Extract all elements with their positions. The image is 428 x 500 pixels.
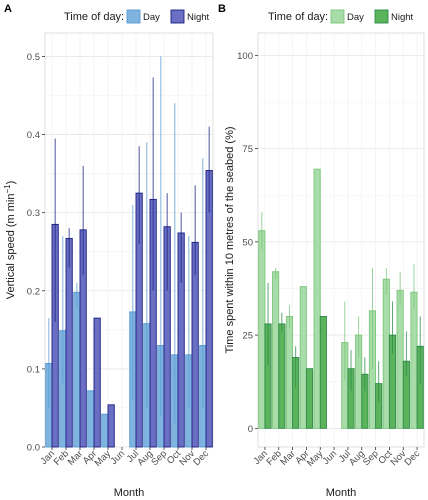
panel-B: 0255075100JanFebMarAprMayJunJulAugSepOct…: [218, 3, 425, 499]
y-tick-label: 0.4: [27, 130, 40, 141]
bar-night-feb: [278, 323, 286, 429]
legend-swatch-day: [330, 9, 345, 24]
bar-night-apr: [305, 368, 314, 429]
y-tick-label: 100: [237, 51, 253, 62]
legend-swatch-night: [170, 9, 185, 24]
y-tick-label: 0.5: [27, 52, 40, 63]
bar-night-feb: [65, 237, 73, 448]
legend-label-day: Day: [347, 12, 364, 23]
bar-night-apr: [93, 317, 101, 448]
panel-label: A: [4, 3, 12, 15]
y-tick-label: 50: [242, 237, 253, 248]
legend: Time of day: Day Night: [268, 9, 414, 24]
legend-title: Time of day:: [64, 11, 124, 23]
y-tick-label: 0: [248, 424, 253, 435]
bar-day-oct: [382, 278, 390, 429]
x-axis-title: Month: [326, 487, 357, 499]
series-night: [264, 282, 424, 429]
y-tick-label: 0.2: [27, 286, 40, 297]
legend: Time of day: Day Night: [64, 9, 210, 24]
y-tick-label: 0.0: [27, 443, 40, 454]
x-tick-label: Dec: [191, 448, 211, 468]
x-axis-title: Month: [114, 487, 145, 499]
legend-swatch-day: [126, 9, 141, 24]
plot-background: [44, 32, 214, 448]
bar-day-jan: [258, 230, 266, 429]
y-tick-label: 0.3: [27, 208, 40, 219]
y-axis-title-close: ): [5, 181, 17, 185]
y-tick-label: 75: [242, 144, 253, 155]
bar-day-may: [101, 413, 109, 448]
series-night: [51, 77, 213, 448]
bar-day-nov: [396, 289, 404, 429]
x-tick-label: Dec: [402, 448, 422, 468]
bar-day-dec: [410, 291, 418, 429]
panel-label: B: [218, 3, 226, 15]
y-tick-label: 0.1: [27, 364, 40, 375]
bar-day-mar: [285, 316, 294, 429]
bar-day-apr: [299, 286, 307, 429]
legend-title: Time of day:: [268, 11, 328, 23]
series-day: [258, 168, 418, 429]
bar-day-apr: [87, 390, 95, 448]
y-tick-label: 25: [242, 331, 253, 342]
y-axis-title-main: Vertical speed (m min: [5, 194, 17, 300]
y-axis-title: Time spent within 10 metres of the seabe…: [224, 126, 236, 353]
legend-label-night: Night: [391, 12, 414, 23]
legend-label-night: Night: [187, 12, 210, 23]
y-axis-title-superscript: −1: [3, 184, 12, 194]
bar-day-feb: [272, 271, 280, 429]
series-day: [45, 56, 207, 448]
bar-night-may: [107, 404, 115, 448]
panel-A: 0.00.10.20.30.40.5JanFebMarAprMayJunJulA…: [3, 3, 214, 499]
legend-label-day: Day: [143, 12, 160, 23]
y-axis-title: Vertical speed (m min−1): [3, 181, 18, 300]
legend-swatch-night: [374, 9, 389, 24]
bar-day-mar: [73, 291, 81, 448]
bar-night-may: [319, 316, 327, 429]
y-axis-title-main: Time spent within 10 metres of the seabe…: [224, 126, 236, 353]
bar-day-may: [313, 168, 321, 429]
